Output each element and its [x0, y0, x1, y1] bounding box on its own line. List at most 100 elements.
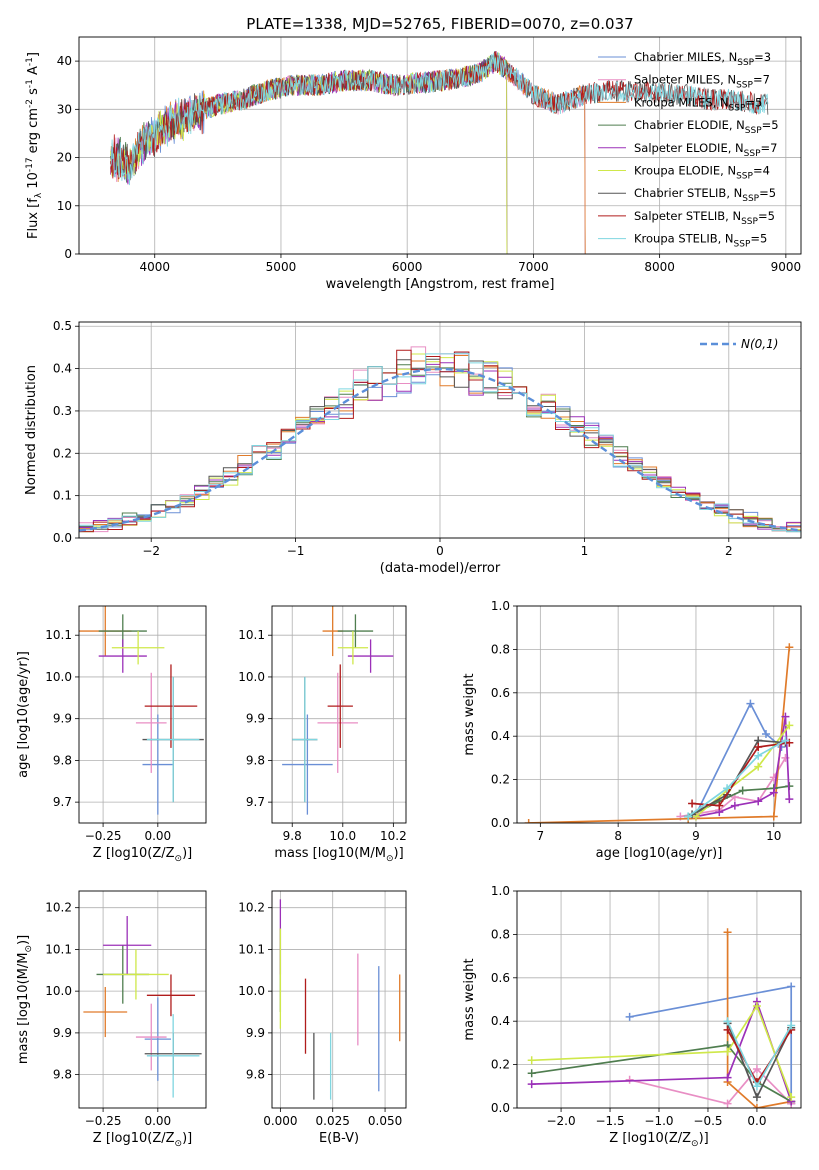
label-part: Chabrier STELIB, N [634, 186, 742, 200]
plot-area [527, 928, 796, 1108]
x-tick-label: 5000 [266, 260, 297, 274]
label-part: Kroupa MILES, N [634, 95, 729, 109]
axes-frame [78, 321, 802, 539]
y-tick-label: 9.9 [53, 712, 72, 726]
marker-salpeter-elodie [527, 1080, 536, 1089]
legend-entry: Kroupa MILES, NSSP=5 [634, 95, 762, 113]
marker-chabrier-elodie [738, 786, 747, 795]
marker-salpeter-stelib [723, 1025, 732, 1034]
x-tick-label: 9 [692, 829, 700, 843]
label-part: mass weight [462, 673, 477, 755]
label-part: )] [394, 846, 404, 861]
marker-chabrier-elodie [527, 1069, 536, 1078]
x-tick-label: −1 [287, 544, 305, 558]
x-tick-label: 0.000 [263, 1114, 297, 1128]
label-part: Z [log10(Z/Z [93, 846, 175, 861]
y-tick-label: 1.0 [491, 884, 510, 898]
y-axis-label: mass [log10(M/M⊙)] [16, 935, 34, 1064]
line-kroupa-miles [528, 647, 791, 823]
x-tick-label: 1 [581, 544, 589, 558]
y-tick-label: 0.2 [491, 773, 510, 787]
x-tick-label: 10.2 [380, 829, 407, 843]
label-part: Kroupa ELODIE, N [634, 164, 736, 178]
z-vs-age-panel: −0.25 0.00 9.7 9.8 9.9 10.0 10.1 Z [log10(Z/Z⊙)… [16, 605, 207, 864]
label-part: -1 [25, 57, 35, 66]
marker-chabrier-miles [761, 730, 770, 739]
marker-chabrier-stelib [752, 1093, 761, 1102]
y-tick-label: 9.9 [246, 712, 265, 726]
x-tick-label: 10.0 [329, 829, 356, 843]
plot-area [524, 643, 794, 823]
x-tick-label: 6000 [392, 260, 423, 274]
y-tick-label: 0.0 [491, 1101, 510, 1115]
x-tick-label: −0.25 [85, 1114, 122, 1128]
marker-kroupa-miles [785, 643, 794, 652]
label-part: =7 [753, 73, 770, 87]
label-part: SSP [745, 126, 762, 136]
marker-salpeter-miles [752, 1064, 761, 1073]
marker-salpeter-elodie [754, 797, 763, 806]
marker-kroupa-elodie [787, 1093, 796, 1102]
normal-legend-label: N(0,1) [741, 337, 778, 351]
label-part: Salpeter MILES, N [634, 73, 736, 87]
label-part: =5 [750, 232, 767, 246]
x-tick-label: 0.025 [316, 1114, 350, 1128]
label-part: SSP [737, 58, 754, 68]
marker-kroupa-elodie [754, 762, 763, 771]
label-part: SSP [742, 194, 759, 204]
label-part: ⊙ [691, 1139, 699, 1149]
label-part: SSP [741, 217, 758, 227]
label-part: E(B-V) [319, 1131, 359, 1146]
label-part: ⊙ [24, 945, 34, 953]
y-tick-label: 10.1 [45, 942, 72, 956]
y-tick-label: 0.8 [491, 927, 510, 941]
label-part: ⊙ [175, 854, 183, 864]
axes-frame [78, 605, 207, 824]
spectrum-panel: 4000 5000 6000 7000 8000 9000 0 10 20 30 40 wavelen… [25, 36, 802, 292]
y-tick-label: 9.8 [246, 753, 265, 767]
marker-salpeter-elodie [730, 801, 739, 810]
x-axis-label: age [log10(age/yr)] [596, 846, 723, 861]
label-part: ] [26, 52, 41, 57]
marker-kroupa-stelib [754, 751, 763, 760]
x-tick-label: 8 [614, 829, 622, 843]
line-kroupa-miles [726, 932, 792, 1108]
line-kroupa-stelib [687, 739, 786, 818]
legend-entry: Salpeter ELODIE, NSSP=7 [634, 141, 777, 159]
y-tick-label: 9.9 [53, 1026, 72, 1040]
y-tick-label: 0.0 [53, 531, 72, 545]
age-mass-weight-panel: 7 8 9 10 0.0 0.2 0.4 0.6 0.8 1.0 age [log10(age/yr… [462, 599, 802, 861]
label-part: age [log10(age/yr)] [16, 651, 31, 778]
y-axis-label: age [log10(age/yr)] [16, 651, 31, 778]
label-part: λ [34, 192, 44, 198]
x-axis-label: wavelength [Angstrom, rest frame] [326, 277, 555, 292]
plot-area [282, 606, 394, 815]
label-part: )] [699, 1131, 709, 1146]
marker-chabrier-miles [746, 699, 755, 708]
label-part: 10 [26, 172, 41, 189]
axes-frame [271, 605, 407, 824]
label-part: =5 [758, 209, 775, 223]
label-part: Chabrier MILES, N [634, 50, 737, 64]
x-tick-label: 0.050 [368, 1114, 402, 1128]
marker-kroupa-elodie [723, 1047, 732, 1056]
label-part: -17 [25, 157, 35, 172]
label-part: =3 [754, 50, 771, 64]
line-salpeter-miles [680, 757, 787, 818]
y-tick-label: 20 [57, 151, 72, 165]
x-tick-label: 10 [766, 829, 781, 843]
legend-entry: Chabrier MILES, NSSP=3 [634, 50, 771, 68]
axes-frame [516, 890, 802, 1109]
label-part: SSP [736, 172, 753, 182]
label-part: SSP [734, 240, 751, 250]
label-part: SSP [729, 103, 746, 113]
legend-entry: Chabrier ELODIE, NSSP=5 [634, 118, 779, 136]
label-part: )] [182, 1131, 192, 1146]
marker-kroupa-stelib [723, 1017, 732, 1026]
marker-kroupa-stelib [752, 1082, 761, 1091]
axes-frame [516, 605, 802, 824]
label-part: SSP [744, 149, 761, 159]
y-tick-label: 0.8 [491, 642, 510, 656]
marker-kroupa-stelib [781, 736, 790, 745]
label-part: Salpeter ELODIE, N [634, 141, 744, 155]
